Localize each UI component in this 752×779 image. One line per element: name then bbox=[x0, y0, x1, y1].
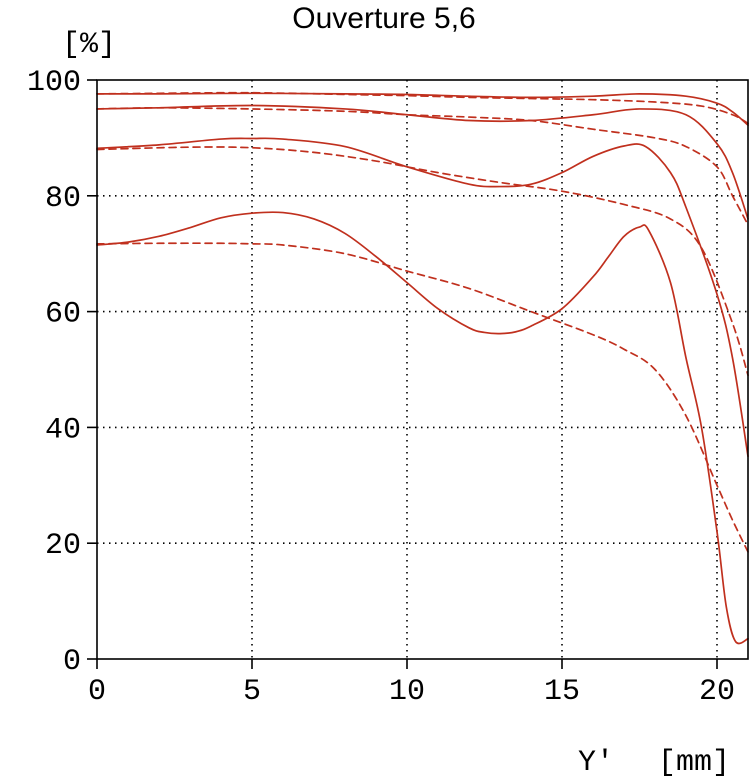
y-tick-label-0: 0 bbox=[63, 645, 81, 679]
series-solid-3 bbox=[96, 137, 749, 458]
plot-frame bbox=[96, 79, 749, 660]
x-tick-label-10: 10 bbox=[389, 675, 425, 709]
series-layer bbox=[96, 91, 749, 645]
grid bbox=[97, 80, 748, 659]
y-tick-label-80: 80 bbox=[45, 182, 81, 216]
series-solid-1 bbox=[96, 92, 749, 127]
x-tick-label-0: 0 bbox=[88, 675, 106, 709]
series-dashed-2 bbox=[96, 106, 749, 226]
y-tick-label-60: 60 bbox=[45, 298, 81, 332]
chart-title: Ouverture 5,6 bbox=[292, 2, 475, 35]
series-dashed-3 bbox=[96, 146, 749, 377]
y-axis-label: [%] bbox=[62, 28, 116, 62]
x-tick-label-15: 15 bbox=[544, 675, 580, 709]
x-axis-label: Y' bbox=[578, 746, 614, 779]
x-tick-label-5: 5 bbox=[243, 675, 261, 709]
series-dashed-1 bbox=[96, 91, 749, 125]
x-axis-unit: [mm] bbox=[658, 746, 730, 779]
x-tick-label-20: 20 bbox=[699, 675, 735, 709]
series-dashed-4 bbox=[96, 242, 749, 553]
y-tick-label-20: 20 bbox=[45, 529, 81, 563]
series-solid-2 bbox=[96, 104, 749, 220]
series-solid-4 bbox=[96, 211, 749, 645]
y-tick-label-100: 100 bbox=[27, 66, 81, 100]
y-tick-label-40: 40 bbox=[45, 413, 81, 447]
ticks: 0 20 40 60 80 100 0 5 10 15 20 bbox=[27, 66, 735, 709]
